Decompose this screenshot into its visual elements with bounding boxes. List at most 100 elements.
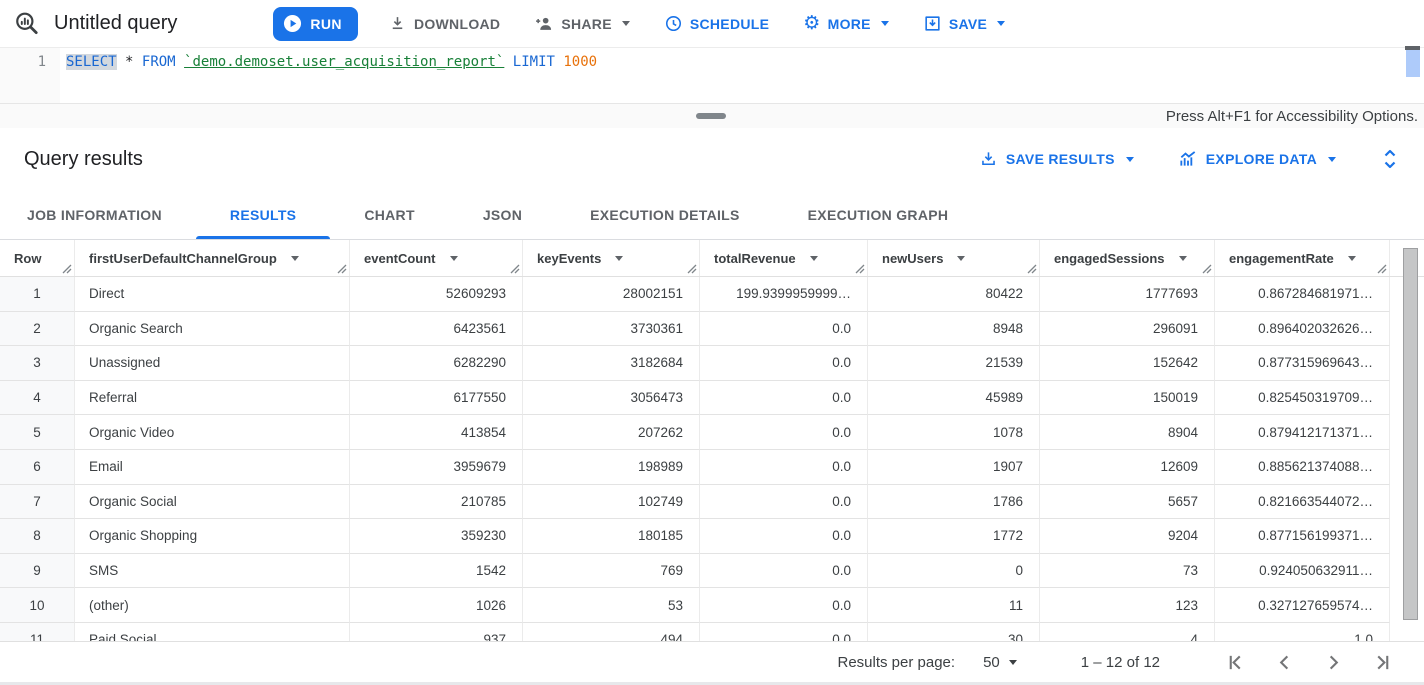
chevron-down-icon [997, 21, 1006, 26]
editor-scrollbar-corner [1405, 46, 1420, 50]
table-cell: 198989 [523, 449, 700, 485]
table-cell: 3056473 [523, 380, 700, 416]
chevron-down-icon [1125, 156, 1134, 162]
query-results-header: Query results SAVE RESULTS EXPLORE DATA [0, 128, 1424, 190]
next-page-button[interactable] [1320, 649, 1347, 676]
tab-execution-graph[interactable]: EXECUTION GRAPH [807, 206, 949, 223]
table-cell: 123 [1040, 588, 1215, 623]
save-results-button[interactable]: SAVE RESULTS [979, 150, 1134, 169]
explore-data-button[interactable]: EXPLORE DATA [1178, 149, 1336, 169]
table-cell: 9204 [1040, 519, 1215, 554]
column-menu-chevron-icon[interactable] [615, 255, 624, 261]
column-menu-chevron-icon[interactable] [290, 255, 299, 261]
schedule-button[interactable]: SCHEDULE [664, 14, 769, 33]
column-menu-chevron-icon[interactable] [1347, 255, 1356, 261]
table-cell: 937 [350, 622, 523, 641]
tab-execution-details[interactable]: EXECUTION DETAILS [590, 206, 740, 223]
table-cell: 21539 [868, 346, 1040, 381]
column-header-keyevents[interactable]: keyEvents [523, 240, 700, 276]
column-header-eventcount[interactable]: eventCount [350, 240, 523, 276]
column-header-newusers[interactable]: newUsers [868, 240, 1040, 276]
column-header-label: newUsers [882, 250, 944, 266]
column-resize-grip-icon[interactable] [1027, 264, 1037, 274]
sql-code-line[interactable]: SELECT * FROM `demo.demoset.user_acquisi… [60, 48, 597, 103]
table-cell: 1777693 [1040, 277, 1215, 312]
results-grid: Row firstUserDefaultChannelGroup eventCoun… [0, 240, 1424, 641]
table-cell: 5657 [1040, 484, 1215, 520]
column-header-firstuserdefaultchannelgroup[interactable]: firstUserDefaultChannelGroup [75, 240, 350, 276]
column-menu-chevron-icon[interactable] [957, 255, 966, 261]
table-cell: 0.0 [700, 346, 868, 381]
results-grid-body: 1 Direct 52609293 28002151 199.9399959999… 80… [0, 277, 1424, 641]
column-menu-chevron-icon[interactable] [809, 255, 818, 261]
tab-results[interactable]: RESULTS [195, 190, 331, 239]
sql-limit-keyword: LIMIT [512, 54, 555, 70]
previous-page-button[interactable] [1271, 649, 1298, 676]
table-cell: 199.9399959999… [700, 277, 868, 312]
editor-scrollbar[interactable] [1406, 50, 1420, 77]
sql-table-reference-link[interactable]: `demo.demoset.user_acquisition_report` [184, 54, 505, 70]
column-header-row[interactable]: Row [0, 240, 75, 276]
save-button[interactable]: SAVE [923, 14, 1006, 33]
column-resize-grip-icon[interactable] [62, 264, 72, 274]
table-cell: 0.0 [700, 484, 868, 520]
column-resize-grip-icon[interactable] [1377, 264, 1387, 274]
sql-limit-value: 1000 [563, 54, 598, 70]
explore-data-chart-icon [1180, 151, 1196, 166]
table-cell: 12609 [1040, 449, 1215, 485]
run-button[interactable]: RUN [273, 6, 358, 41]
tab-job-information[interactable]: JOB INFORMATION [27, 206, 162, 223]
table-cell: 0.825450319709… [1215, 380, 1390, 416]
results-tab-bar: JOB INFORMATION RESULTS CHART JSON EXECUTION… [0, 190, 1424, 240]
column-resize-grip-icon[interactable] [337, 264, 347, 274]
table-cell: Email [75, 449, 350, 485]
table-cell: (other) [75, 588, 350, 623]
share-button[interactable]: SHARE [534, 14, 630, 34]
table-cell: 102749 [523, 484, 700, 520]
chevron-down-icon [1328, 156, 1336, 162]
column-header-label: eventCount [364, 250, 436, 266]
table-cell: Unassigned [75, 346, 350, 381]
page-size-value: 50 [983, 653, 1000, 671]
save-icon [925, 16, 940, 31]
column-resize-grip-icon[interactable] [687, 264, 697, 274]
last-page-button[interactable] [1369, 649, 1396, 676]
row-number-cell: 1 [0, 277, 75, 312]
column-menu-chevron-icon[interactable] [1178, 255, 1187, 261]
query-results-title: Query results [24, 147, 143, 170]
column-header-engagementrate[interactable]: engagementRate [1215, 240, 1390, 276]
column-resize-grip-icon[interactable] [855, 264, 865, 274]
splitter-drag-handle-icon[interactable] [696, 113, 726, 119]
page-range-label: 1 – 12 of 12 [1080, 653, 1160, 671]
column-header-engagedsessions[interactable]: engagedSessions [1040, 240, 1215, 276]
expand-results-button[interactable] [1376, 144, 1404, 174]
column-header-label: totalRevenue [714, 250, 796, 266]
column-resize-grip-icon[interactable] [1202, 264, 1212, 274]
query-magnifier-icon [16, 12, 38, 34]
tab-json[interactable]: JSON [482, 206, 523, 223]
page-size-select[interactable]: 50 [983, 654, 1017, 671]
chevron-right-icon [1329, 655, 1339, 669]
column-header-totalrevenue[interactable]: totalRevenue [700, 240, 868, 276]
first-page-icon [1229, 655, 1241, 669]
sql-from-keyword: FROM [141, 54, 176, 70]
sql-select-keyword: SELECT [66, 54, 117, 70]
sql-editor[interactable]: 1 SELECT * FROM `demo.demoset.user_acqui… [0, 46, 1424, 103]
tab-chart[interactable]: CHART [364, 206, 415, 223]
first-page-button[interactable] [1222, 649, 1249, 676]
editor-results-splitter: Press Alt+F1 for Accessibility Options. [0, 103, 1424, 128]
chevron-down-icon [621, 21, 630, 26]
table-row: 3 Unassigned 6282290 3182684 0.0 21539 152642 0… [0, 346, 1424, 381]
table-cell: 3730361 [523, 311, 700, 347]
table-cell: 28002151 [523, 277, 700, 312]
download-button[interactable]: DOWNLOAD [388, 14, 500, 33]
table-cell: 8948 [868, 311, 1040, 347]
more-button[interactable]: ⚙ MORE [803, 14, 889, 33]
table-row: 5 Organic Video 413854 207262 0.0 1078 8904 0.8… [0, 415, 1424, 450]
results-vertical-scrollbar[interactable] [1403, 248, 1418, 620]
table-cell: 6423561 [350, 311, 523, 347]
save-results-icon [982, 151, 995, 165]
schedule-button-label: SCHEDULE [689, 15, 770, 32]
column-resize-grip-icon[interactable] [510, 264, 520, 274]
column-menu-chevron-icon[interactable] [449, 255, 458, 261]
